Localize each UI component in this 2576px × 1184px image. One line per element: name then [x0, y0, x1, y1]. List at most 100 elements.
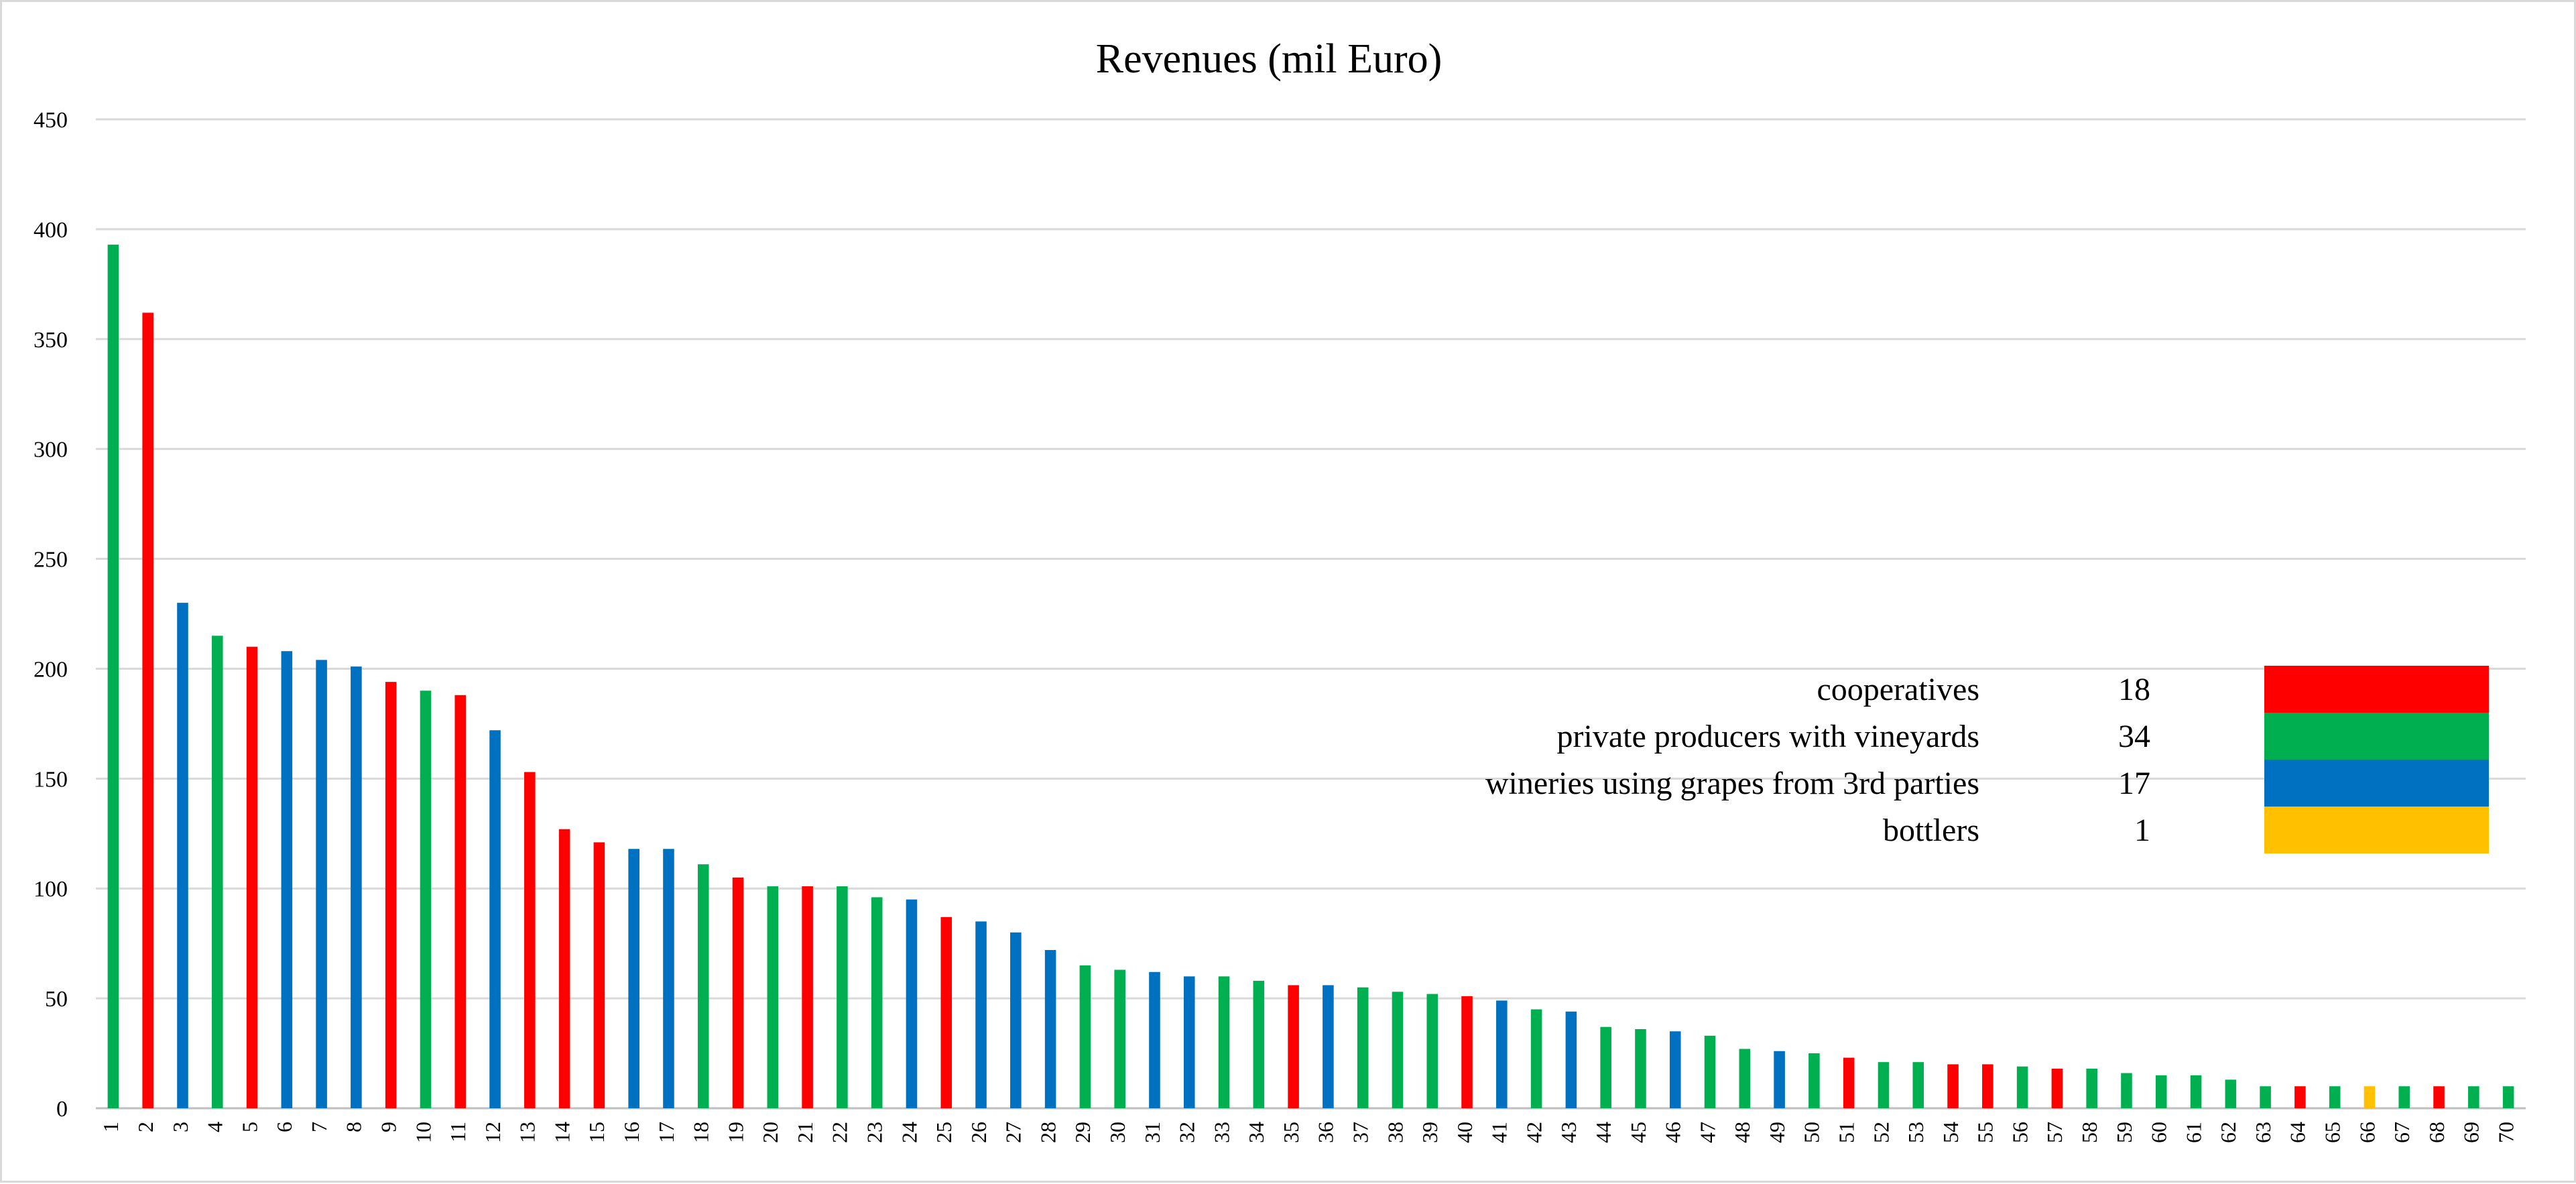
legend-count: 34 [2118, 719, 2150, 754]
bar-8 [351, 666, 362, 1108]
bar-21 [802, 886, 813, 1108]
legend-swatch-wineries [2264, 760, 2489, 807]
x-tick-label: 15 [585, 1122, 609, 1143]
y-tick-label: 100 [34, 877, 68, 902]
bar-13 [524, 772, 536, 1108]
legend-swatch-cooperatives [2264, 666, 2489, 713]
x-tick-label: 35 [1279, 1122, 1303, 1143]
legend-label: wineries using grapes from 3rd parties [1485, 766, 1979, 801]
bar-3 [177, 603, 188, 1108]
bar-41 [1496, 1000, 1508, 1108]
bar-55 [1982, 1064, 1994, 1108]
bars [107, 244, 2514, 1108]
x-tick-label: 27 [1001, 1122, 1026, 1143]
legend-count: 17 [2118, 766, 2150, 801]
bar-57 [2051, 1069, 2063, 1108]
bar-58 [2086, 1069, 2097, 1108]
x-tick-label: 21 [793, 1122, 817, 1143]
x-tick-label: 60 [2147, 1122, 2171, 1143]
legend: cooperatives 18 private producers with vin… [1485, 666, 2489, 853]
x-tick-label: 11 [446, 1122, 470, 1142]
bar-14 [558, 829, 570, 1108]
x-tick-label: 20 [758, 1122, 782, 1143]
bar-64 [2294, 1086, 2306, 1108]
x-tick-label: 57 [2042, 1122, 2067, 1143]
legend-label: cooperatives [1817, 672, 1979, 707]
bar-54 [1947, 1064, 1959, 1108]
bar-12 [489, 730, 501, 1108]
legend-swatch-private [2264, 713, 2489, 760]
x-tick-label: 45 [1626, 1122, 1650, 1143]
x-tick-label: 63 [2251, 1122, 2275, 1143]
x-tick-label: 9 [377, 1122, 401, 1132]
bar-39 [1426, 994, 1438, 1108]
bar-5 [246, 646, 258, 1108]
x-tick-label: 50 [1800, 1122, 1824, 1143]
x-tick-label: 54 [1939, 1122, 1963, 1143]
bar-31 [1149, 971, 1160, 1108]
x-tick-label: 1 [99, 1122, 123, 1132]
bar-63 [2260, 1086, 2271, 1108]
x-tick-label: 51 [1835, 1122, 1859, 1143]
bar-25 [940, 916, 953, 1108]
bar-11 [454, 695, 467, 1108]
x-tick-label: 4 [203, 1122, 227, 1132]
x-tick-label: 12 [481, 1122, 505, 1143]
bar-59 [2121, 1073, 2132, 1108]
x-tick-label: 61 [2181, 1122, 2205, 1143]
y-tick-label: 200 [34, 657, 68, 682]
legend-count: 18 [2118, 672, 2150, 707]
bar-62 [2225, 1079, 2237, 1108]
x-tick-label: 41 [1487, 1122, 1512, 1143]
x-tick-label: 32 [1175, 1122, 1199, 1143]
y-tick-label: 50 [45, 987, 68, 1012]
bar-34 [1253, 980, 1265, 1108]
x-tick-label: 47 [1695, 1122, 1719, 1143]
y-axis-ticks: 0 50 100 150 200 250 300 350 400 450 [34, 108, 68, 1122]
x-tick-label: 26 [967, 1122, 991, 1143]
bar-53 [1912, 1062, 1924, 1108]
x-tick-label: 38 [1383, 1122, 1407, 1143]
bar-27 [1010, 932, 1022, 1108]
x-tick-label: 65 [2321, 1122, 2345, 1143]
x-tick-label: 13 [515, 1122, 540, 1143]
bar-15 [593, 842, 605, 1108]
bar-36 [1323, 985, 1334, 1108]
x-tick-label: 16 [619, 1122, 643, 1143]
x-tick-label: 18 [689, 1122, 713, 1143]
x-tick-label: 31 [1140, 1122, 1164, 1143]
x-tick-label: 30 [1105, 1122, 1129, 1143]
x-tick-label: 36 [1314, 1122, 1338, 1143]
bar-29 [1079, 965, 1091, 1108]
bar-49 [1774, 1051, 1785, 1108]
x-tick-label: 5 [237, 1122, 261, 1132]
bar-40 [1461, 996, 1473, 1108]
x-tick-label: 49 [1765, 1122, 1789, 1143]
y-tick-label: 450 [34, 108, 68, 133]
x-tick-label: 23 [863, 1122, 887, 1143]
x-tick-label: 59 [2112, 1122, 2136, 1143]
x-tick-label: 22 [828, 1122, 852, 1143]
bar-23 [871, 897, 883, 1108]
x-tick-label: 17 [654, 1122, 678, 1143]
x-tick-label: 3 [168, 1122, 192, 1132]
bar-66 [2364, 1086, 2376, 1108]
bar-44 [1600, 1026, 1611, 1108]
x-axis-ticks: 1 2 3 4 5 6 7 8 9 10 11 12 13 14 15 16 17 18 19 20 21 22 23 24 2… [99, 1122, 2518, 1143]
x-tick-label: 33 [1209, 1122, 1233, 1143]
bar-26 [975, 921, 987, 1108]
bar-61 [2190, 1075, 2202, 1108]
bar-51 [1843, 1057, 1855, 1108]
y-tick-label: 0 [56, 1097, 68, 1122]
bar-6 [281, 651, 293, 1108]
bar-18 [697, 864, 709, 1108]
y-tick-label: 350 [34, 328, 68, 353]
bar-16 [628, 849, 639, 1108]
bar-22 [837, 886, 848, 1108]
bar-7 [316, 660, 327, 1108]
x-tick-label: 46 [1661, 1122, 1685, 1143]
bar-37 [1357, 987, 1369, 1108]
x-tick-label: 58 [2077, 1122, 2101, 1143]
